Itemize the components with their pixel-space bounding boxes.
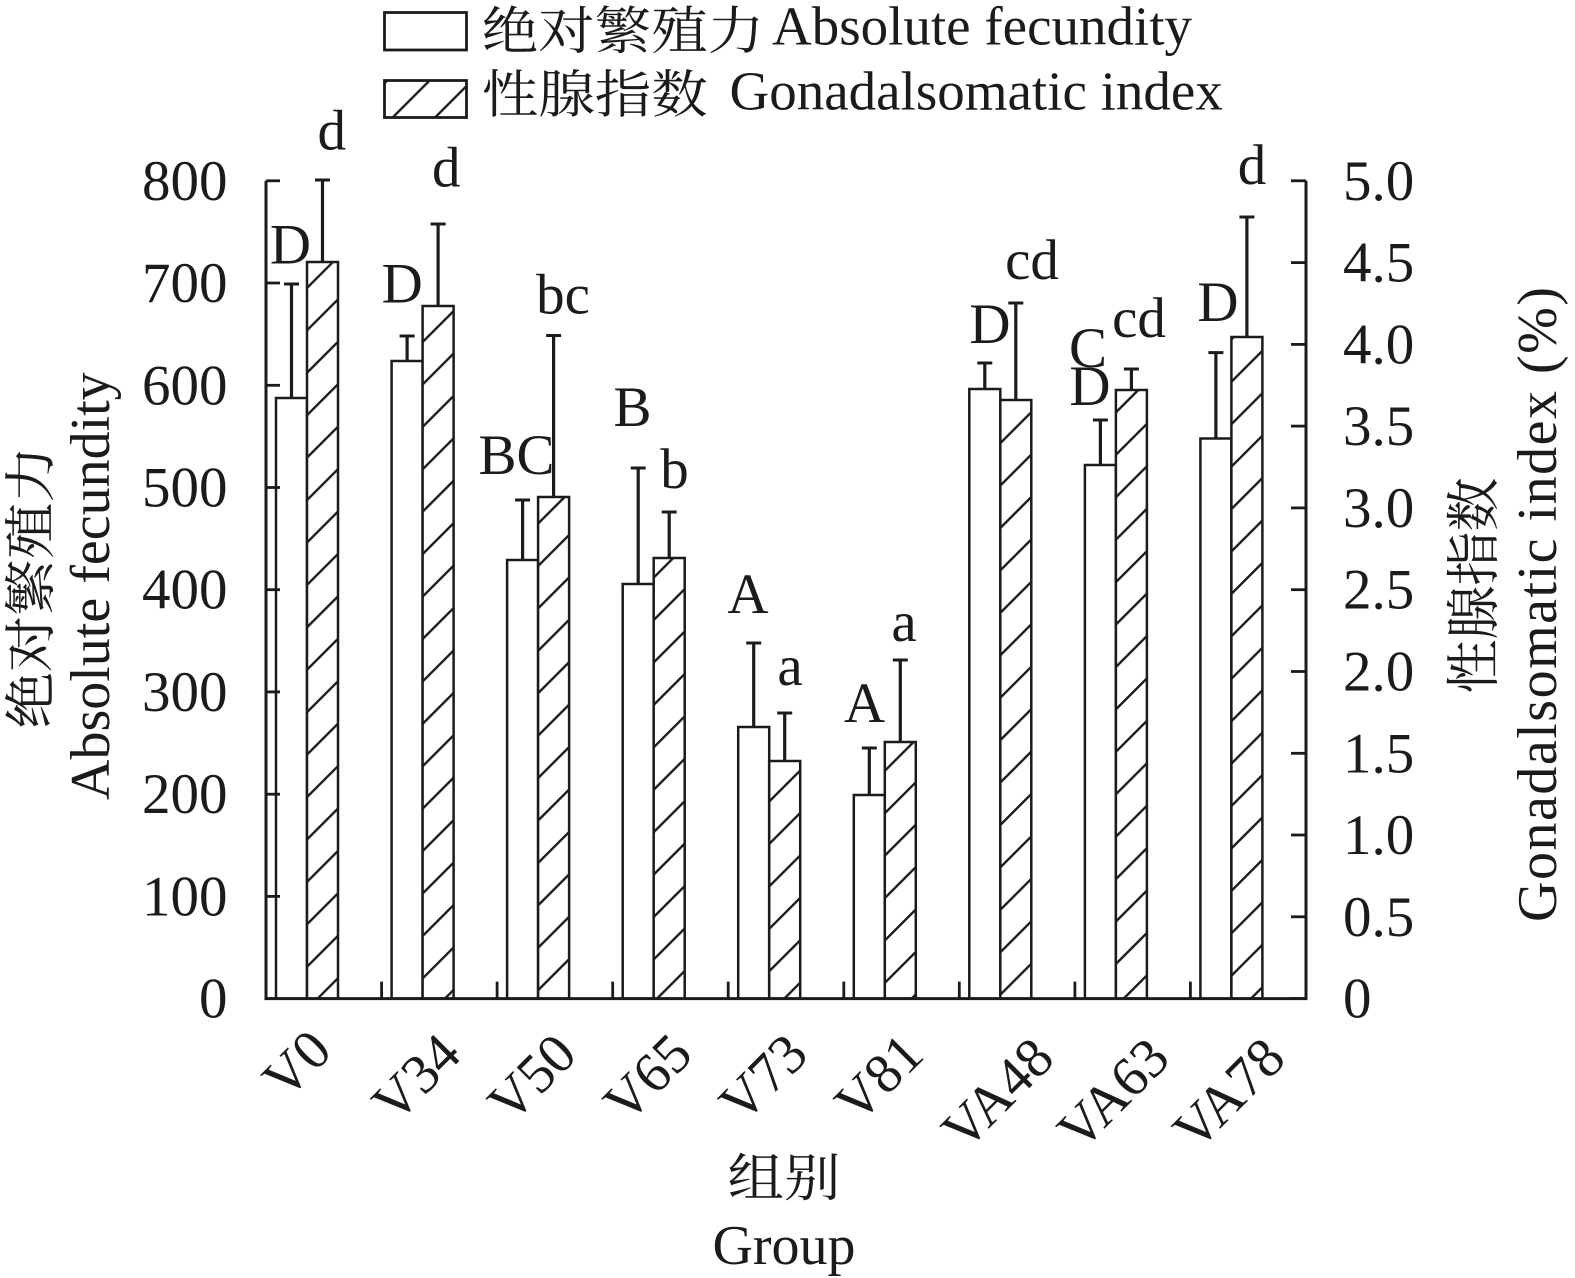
svg-text:2.0: 2.0 — [1343, 641, 1414, 704]
svg-text:D: D — [1197, 271, 1238, 334]
svg-text:0: 0 — [199, 968, 228, 1031]
svg-text:Gonadalsomatic index: Gonadalsomatic index — [730, 61, 1223, 122]
svg-text:BC: BC — [478, 424, 554, 487]
svg-text:0.5: 0.5 — [1343, 886, 1414, 949]
svg-text:400: 400 — [142, 559, 228, 622]
svg-text:D: D — [1069, 355, 1110, 418]
svg-text:d: d — [432, 136, 461, 199]
svg-text:Gonadalsomatic index (%): Gonadalsomatic index (%) — [1507, 287, 1569, 922]
svg-text:5.0: 5.0 — [1343, 150, 1414, 213]
svg-text:A: A — [844, 672, 885, 735]
svg-text:4.0: 4.0 — [1343, 313, 1414, 376]
svg-text:2.5: 2.5 — [1343, 559, 1414, 622]
svg-text:C: C — [1069, 317, 1107, 380]
svg-text:Absolute fecundity: Absolute fecundity — [60, 372, 122, 800]
svg-text:0: 0 — [1343, 968, 1372, 1031]
svg-text:3.5: 3.5 — [1343, 395, 1414, 458]
svg-text:b: b — [660, 438, 689, 501]
svg-text:1.0: 1.0 — [1343, 804, 1414, 867]
svg-text:bc: bc — [536, 264, 590, 327]
svg-text:d: d — [1238, 134, 1267, 197]
svg-text:D: D — [382, 253, 423, 316]
svg-text:D: D — [969, 293, 1010, 356]
svg-text:1.5: 1.5 — [1343, 722, 1414, 785]
svg-text:Absolute fecundity: Absolute fecundity — [772, 0, 1193, 57]
svg-text:100: 100 — [142, 865, 228, 928]
svg-text:300: 300 — [142, 661, 228, 724]
svg-text:Group: Group — [712, 1215, 855, 1277]
svg-text:3.0: 3.0 — [1343, 477, 1414, 540]
svg-text:cd: cd — [1005, 229, 1059, 292]
svg-text:4.5: 4.5 — [1343, 232, 1414, 295]
svg-text:800: 800 — [142, 150, 228, 213]
svg-text:d: d — [318, 100, 347, 163]
svg-text:200: 200 — [142, 763, 228, 826]
svg-text:700: 700 — [142, 252, 228, 315]
svg-text:B: B — [613, 376, 651, 439]
svg-text:a: a — [777, 635, 802, 698]
svg-text:600: 600 — [142, 354, 228, 417]
svg-text:cd: cd — [1112, 287, 1166, 350]
svg-text:D: D — [270, 213, 311, 276]
svg-text:500: 500 — [142, 457, 228, 520]
svg-text:A: A — [727, 563, 768, 626]
svg-text:a: a — [891, 591, 916, 654]
